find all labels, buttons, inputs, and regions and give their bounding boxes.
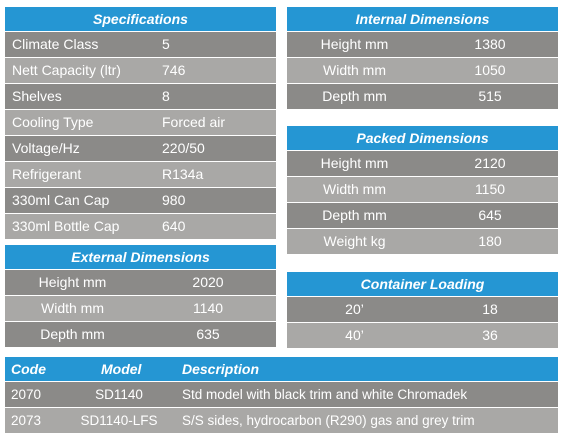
- dimension-label: Depth mm: [40, 326, 105, 342]
- table-row: 330ml Bottle Cap 640: [5, 214, 276, 239]
- table-row: 40’ 36: [287, 323, 558, 348]
- table-row: 2073 SD1140-LFS S/S sides, hydrocarbon (…: [5, 408, 558, 433]
- spec-label: Cooling Type: [12, 114, 94, 130]
- external-dimensions-title: External Dimensions: [5, 245, 276, 269]
- description-header: Description: [182, 361, 260, 377]
- specifications-title: Specifications: [5, 7, 276, 31]
- dimension-label: Height mm: [320, 36, 389, 52]
- dimension-value: 1050: [474, 62, 506, 78]
- spec-label: Nett Capacity (ltr): [12, 62, 121, 78]
- spec-value: 5: [162, 36, 170, 52]
- spec-value: Forced air: [162, 114, 226, 130]
- spec-label: 330ml Bottle Cap: [12, 218, 120, 234]
- spec-value: 980: [162, 192, 186, 208]
- packed-dimensions-table: Packed Dimensions Height mm 2120 Width m…: [287, 126, 558, 254]
- spec-value: R134a: [162, 166, 204, 182]
- specifications-table: Specifications Climate Class 5 Nett Capa…: [5, 7, 276, 239]
- table-row: Nett Capacity (ltr) 746: [5, 58, 276, 83]
- table-row: 20’ 18: [287, 297, 558, 322]
- model-codes-table: Code Model Description 2070 SD1140 Std m…: [5, 357, 558, 433]
- dimension-label: Width mm: [323, 181, 386, 197]
- table-row: Depth mm 515: [287, 84, 558, 109]
- table-row: Depth mm 635: [5, 322, 276, 347]
- table-row: Height mm 1380: [287, 32, 558, 57]
- table-row: Climate Class 5: [5, 32, 276, 57]
- spec-label: Climate Class: [12, 36, 99, 52]
- dimension-value: 2120: [474, 155, 506, 171]
- description-cell: Std model with black trim and white Chro…: [182, 387, 468, 402]
- table-row: Height mm 2020: [5, 270, 276, 295]
- spec-value: 746: [162, 62, 186, 78]
- spec-value: 640: [162, 218, 186, 234]
- table-row: Voltage/Hz 220/50: [5, 136, 276, 161]
- dimension-value: 1380: [474, 36, 506, 52]
- dimension-label: Width mm: [323, 62, 386, 78]
- external-dimensions-table: External Dimensions Height mm 2020 Width…: [5, 245, 276, 347]
- spec-value: 220/50: [162, 140, 205, 156]
- table-row: Depth mm 645: [287, 203, 558, 228]
- description-cell: S/S sides, hydrocarbon (R290) gas and gr…: [182, 413, 475, 428]
- dimension-value: 1140: [192, 300, 224, 316]
- dimension-label: Depth mm: [322, 88, 387, 104]
- spec-label: Shelves: [12, 88, 62, 104]
- dimension-label: Height mm: [320, 155, 389, 171]
- model-cell: SD1140: [95, 387, 143, 402]
- dimension-label: Weight kg: [323, 233, 386, 249]
- code-cell: 2070: [11, 387, 42, 402]
- codes-header-row: Code Model Description: [5, 357, 558, 381]
- internal-dimensions-table: Internal Dimensions Height mm 1380 Width…: [287, 7, 558, 109]
- dimension-value: 1150: [474, 181, 506, 197]
- dimension-label: Width mm: [41, 300, 104, 316]
- container-size: 20’: [345, 301, 364, 317]
- table-row: Shelves 8: [5, 84, 276, 109]
- spec-label: Refrigerant: [12, 166, 82, 182]
- table-row: Height mm 2120: [287, 151, 558, 176]
- container-quantity: 18: [482, 301, 498, 317]
- dimension-value: 180: [478, 233, 502, 249]
- table-row: Width mm 1050: [287, 58, 558, 83]
- container-quantity: 36: [482, 327, 498, 343]
- table-row: Weight kg 180: [287, 229, 558, 254]
- dimension-value: 515: [478, 88, 502, 104]
- internal-dimensions-title: Internal Dimensions: [287, 7, 558, 31]
- spec-value: 8: [162, 88, 170, 104]
- code-cell: 2073: [11, 413, 42, 428]
- dimension-value: 645: [478, 207, 502, 223]
- container-loading-title: Container Loading: [287, 272, 558, 296]
- dimension-value: 635: [196, 326, 220, 342]
- table-row: 330ml Can Cap 980: [5, 188, 276, 213]
- dimension-label: Depth mm: [322, 207, 387, 223]
- code-header: Code: [11, 361, 46, 377]
- spec-label: Voltage/Hz: [12, 140, 80, 156]
- container-size: 40’: [345, 327, 364, 343]
- container-loading-table: Container Loading 20’ 18 40’ 36: [287, 272, 558, 348]
- table-row: 2070 SD1140 Std model with black trim an…: [5, 382, 558, 407]
- packed-dimensions-title: Packed Dimensions: [287, 126, 558, 150]
- model-cell: SD1140-LFS: [80, 413, 158, 428]
- spec-label: 330ml Can Cap: [12, 192, 110, 208]
- table-row: Cooling Type Forced air: [5, 110, 276, 135]
- dimension-label: Height mm: [38, 274, 107, 290]
- table-row: Refrigerant R134a: [5, 162, 276, 187]
- model-header: Model: [101, 361, 142, 377]
- table-row: Width mm 1140: [5, 296, 276, 321]
- table-row: Width mm 1150: [287, 177, 558, 202]
- dimension-value: 2020: [192, 274, 224, 290]
